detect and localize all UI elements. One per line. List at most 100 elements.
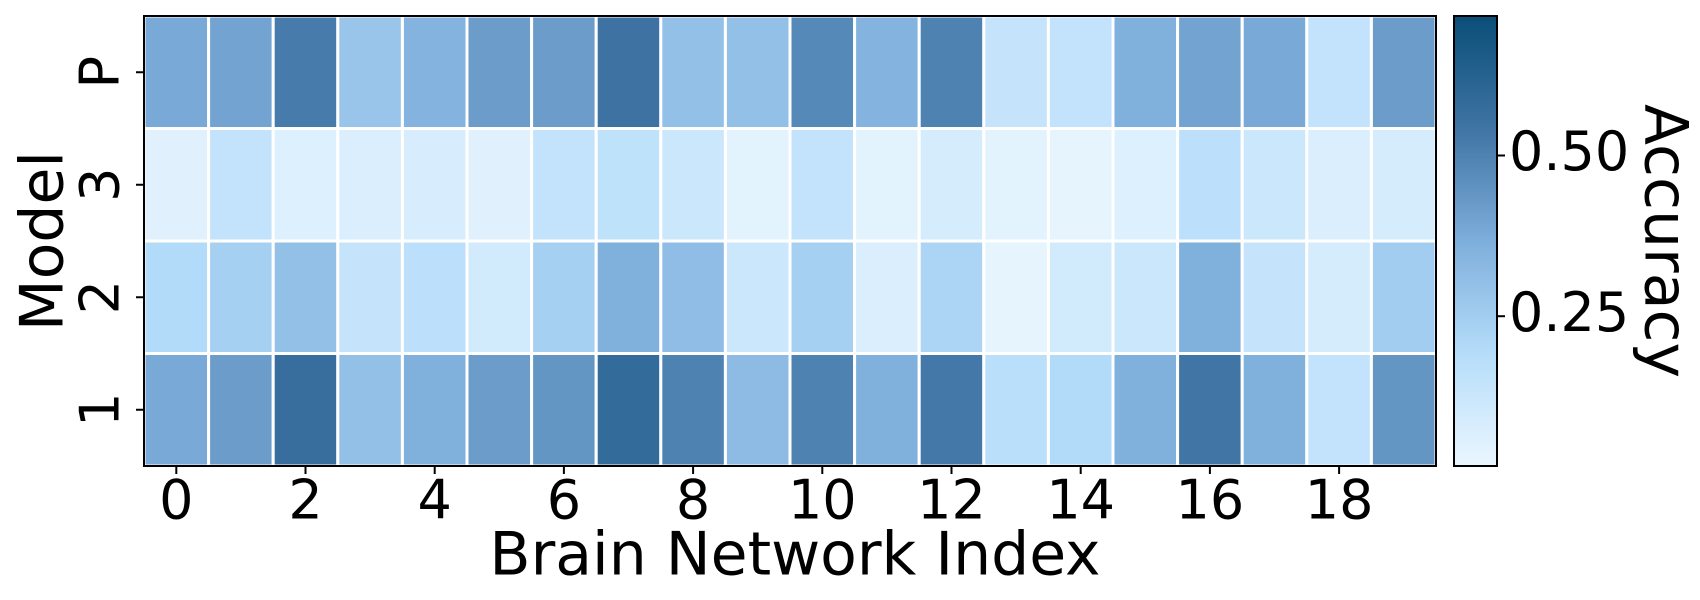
heatmap-cell [917,127,986,243]
x-tick-label: 4 [418,469,452,532]
y-tick-label: P [69,56,132,89]
heatmap-cell [982,239,1050,355]
heatmap-cell [594,352,663,468]
x-tick-label: 0 [159,469,193,532]
heatmap-cell [1240,14,1309,130]
heatmap-cell [1176,239,1244,355]
y-axis-label: Model [8,151,78,331]
heatmap-cell [723,352,792,468]
heatmap-cell [400,239,469,355]
heatmap-cell [594,127,663,243]
heatmap-cell [1305,14,1373,130]
heatmap-cell [1369,14,1438,130]
colorbar-tick-label: 0.50 [1509,120,1629,183]
heatmap-cell [530,127,598,243]
x-tick-label: 16 [1176,469,1245,532]
x-tick-label: 12 [917,469,986,532]
heatmap-cell [207,239,275,355]
heatmap-cell [594,14,663,130]
heatmap-cell [207,127,275,243]
heatmap-cell [465,127,534,243]
heatmap-cell [142,239,211,355]
heatmap-cell [1046,14,1115,130]
heatmap-cell [1111,127,1180,243]
heatmap-cell [982,14,1050,130]
heatmap-cell [1305,352,1373,468]
heatmap-cell [1369,352,1438,468]
heatmap-cell [142,352,211,468]
heatmap-cell [788,239,857,355]
heatmap-cell [400,127,469,243]
heatmap-cell [853,239,921,355]
heatmap-cell [853,352,921,468]
heatmap-cell [1305,127,1373,243]
heatmap-cell [853,127,921,243]
heatmap-cell [1046,239,1115,355]
heatmap-cell [723,14,792,130]
x-tick-label: 6 [547,469,581,532]
heatmap-cell [530,14,598,130]
heatmap-cell [594,239,663,355]
heatmap-cell [853,14,921,130]
heatmap-cell [271,352,340,468]
heatmap-cell [1176,14,1244,130]
x-tick-label: 18 [1305,469,1374,532]
heatmap-cell [271,14,340,130]
heatmap-cell [142,127,211,243]
x-axis-label: Brain Network Index [489,520,1100,590]
heatmap-cell [788,352,857,468]
y-tick-label: 1 [69,393,132,427]
heatmap-cell [788,127,857,243]
heatmap-cell [465,14,534,130]
heatmap-cell [465,352,534,468]
x-tick-label: 10 [788,469,857,532]
y-tick-label: 3 [69,168,132,202]
heatmap-cell [207,352,275,468]
colorbar [1453,15,1498,467]
heatmap-cell [530,239,598,355]
heatmap-cell [1111,352,1180,468]
heatmap-cell [659,352,727,468]
heatmap-cell [982,352,1050,468]
heatmap-cell [982,127,1050,243]
heatmap-cell [1176,352,1244,468]
heatmap-cell [1240,127,1309,243]
heatmap-cell [917,352,986,468]
heatmap-cell [1305,239,1373,355]
plot-frame [143,15,1437,467]
heatmap-cell [336,127,404,243]
heatmap-cell [271,239,340,355]
heatmap-cell [1369,239,1438,355]
heatmap-cell [142,14,211,130]
heatmap-cell [400,352,469,468]
heatmap-cell [659,127,727,243]
heatmap-cell [1240,352,1309,468]
heatmap-cell [1046,127,1115,243]
heatmap-cell [1111,14,1180,130]
y-tick-label: 2 [69,280,132,314]
heatmap-cell [530,352,598,468]
heatmap-cell [207,14,275,130]
colorbar-label: Accuracy [1630,104,1700,378]
heatmap-cell [1240,239,1309,355]
heatmap-cell [336,239,404,355]
heatmap-cell [1111,239,1180,355]
heatmap-cell [465,239,534,355]
heatmap-cell [1046,352,1115,468]
heatmap-cell [336,14,404,130]
heatmap-cell [917,14,986,130]
heatmap-cell [659,14,727,130]
colorbar-tick-label: 0.25 [1509,281,1629,344]
heatmap-cell [917,239,986,355]
heatmap-cell [1176,127,1244,243]
heatmap-cell [788,14,857,130]
heatmap-cell [723,239,792,355]
heatmap-cell [336,352,404,468]
heatmap-cell [723,127,792,243]
heatmap-cell [659,239,727,355]
x-tick-label: 2 [288,469,322,532]
heatmap-cell [400,14,469,130]
heatmap-cell [1369,127,1438,243]
heatmap-cell [271,127,340,243]
